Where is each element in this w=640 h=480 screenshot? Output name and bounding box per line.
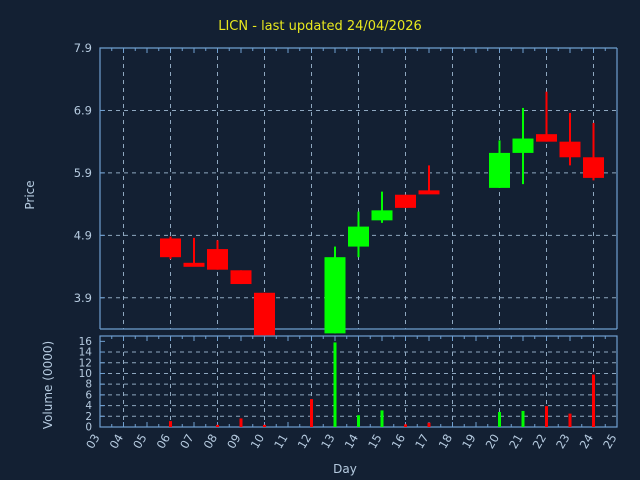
price-tick-label: 6.9 — [74, 103, 92, 117]
volume-tick-label: 0 — [85, 422, 92, 434]
candle-body — [418, 190, 440, 195]
day-tick-label: 09 — [224, 432, 243, 452]
day-axis-label: Day — [333, 462, 357, 476]
day-tick-label: 10 — [248, 432, 267, 452]
day-tick-label: 18 — [436, 432, 455, 452]
volume-bar — [521, 410, 525, 427]
chart-title: LICN - last updated 24/04/2026 — [218, 19, 422, 34]
candlestick — [324, 246, 346, 334]
candle-body — [559, 141, 581, 158]
candle-body — [207, 249, 228, 270]
candle-body — [395, 194, 416, 208]
volume-tick-label: 16 — [79, 336, 93, 348]
day-tick-label: 22 — [530, 432, 549, 452]
day-tick-label: 19 — [459, 432, 478, 452]
volume-bar — [357, 415, 360, 427]
day-tick-label: 08 — [201, 432, 220, 452]
candlestick — [559, 112, 581, 166]
candlestick — [371, 191, 393, 223]
candlestick — [207, 240, 228, 270]
candlestick — [348, 211, 369, 258]
volume-bar — [404, 424, 407, 427]
candlestick — [489, 140, 510, 188]
day-tick-label: 23 — [553, 432, 572, 452]
price-tick-label: 7.9 — [74, 41, 92, 55]
price-tick-label: 3.9 — [74, 291, 92, 305]
volume-bar — [592, 374, 595, 427]
candlestick — [254, 292, 275, 336]
candle-body — [371, 210, 393, 221]
volume-tick-label: 14 — [79, 347, 93, 359]
volume-bar — [310, 399, 313, 427]
volume-bar — [216, 424, 219, 427]
candle-body — [183, 262, 205, 267]
day-tick-label: 20 — [483, 432, 502, 452]
volume-bar — [380, 410, 384, 427]
candlestick — [183, 237, 205, 267]
volume-bar — [333, 342, 337, 427]
volume-tick-label: 2 — [85, 411, 92, 423]
day-tick-label: 04 — [107, 432, 126, 452]
volume-tick-label: 12 — [79, 357, 92, 369]
volume-series — [169, 342, 595, 427]
candle-body — [324, 257, 346, 334]
price-tick-label: 5.9 — [74, 166, 92, 180]
day-tick-label: 06 — [154, 432, 173, 452]
day-tick-label: 21 — [506, 432, 525, 452]
volume-tick-label: 10 — [79, 368, 92, 380]
day-tick-label: 13 — [318, 432, 337, 452]
candle-body — [160, 238, 181, 258]
price-tick-label: 4.9 — [74, 228, 92, 242]
day-tick-label: 16 — [389, 432, 408, 452]
candle-body — [489, 152, 510, 188]
candle-body — [536, 134, 557, 142]
price-y-tick-labels: 7.9 6.9 5.9 4.9 3.9 — [74, 41, 92, 305]
candle-body — [348, 226, 369, 247]
volume-bar — [169, 421, 172, 427]
candle-body — [230, 270, 252, 285]
candlestick — [160, 236, 181, 260]
price-axis-label: Price — [23, 180, 37, 209]
volume-axis-label: Volume (0000) — [41, 341, 55, 429]
x-tick-labels: 03 04 05 06 07 08 09 10 11 12 13 14 15 16 17 18 19 20 21 22… — [83, 432, 619, 452]
volume-bar — [239, 418, 243, 427]
candlestick — [230, 270, 252, 285]
day-tick-label: 25 — [600, 432, 619, 452]
day-tick-label: 12 — [295, 432, 314, 452]
volume-tick-label: 4 — [85, 400, 92, 412]
volume-tick-label: 8 — [85, 379, 92, 391]
volume-bar — [498, 412, 501, 427]
candlestick — [418, 165, 440, 195]
day-tick-label: 17 — [412, 432, 431, 452]
price-plot-frame — [99, 47, 618, 330]
volume-bar — [545, 406, 548, 427]
day-tick-label: 11 — [271, 432, 290, 452]
day-tick-label: 07 — [177, 432, 196, 452]
day-tick-label: 14 — [342, 432, 361, 452]
volume-bar — [263, 424, 266, 427]
candle-body — [512, 138, 534, 153]
volume-bar — [568, 413, 572, 427]
candlestick — [583, 122, 604, 181]
candle-body — [583, 157, 604, 178]
candlestick — [512, 107, 534, 185]
day-tick-label: 03 — [83, 432, 102, 452]
candlestick — [536, 91, 557, 142]
candlestick — [395, 194, 416, 208]
candle-body — [254, 292, 275, 336]
volume-tick-label: 6 — [85, 389, 92, 401]
day-tick-label: 05 — [130, 432, 149, 452]
candlestick-series — [160, 91, 604, 336]
day-tick-label: 15 — [365, 432, 384, 452]
volume-bar — [427, 422, 431, 427]
day-tick-label: 24 — [577, 432, 596, 452]
